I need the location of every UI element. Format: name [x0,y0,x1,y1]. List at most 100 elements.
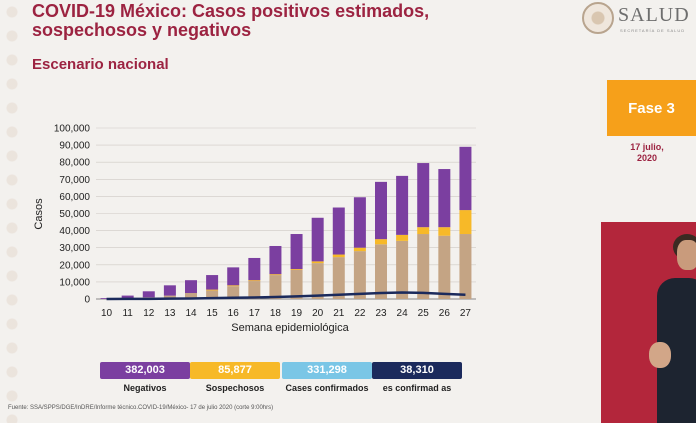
x-tick-label: 22 [354,308,366,319]
line-series [106,291,466,301]
chart-ticks: 0 10,000 20,000 30,000 40,000 50,000 60,000 70,… [54,124,472,320]
legend-swatch: 382,003 [100,362,190,379]
date-line-1: 17 julio, [630,142,664,152]
bar-negativos [417,163,430,228]
interpreter-head [677,240,696,270]
legend-swatch: 85,877 [190,362,280,379]
bar-cases-confirmados [417,234,430,299]
x-tick-label: 13 [164,308,176,319]
bar-cases-confirmados [396,240,409,299]
x-tick-label: 11 [122,308,133,319]
bar-negativos [269,245,282,275]
bar-cases-confirmados [290,269,303,299]
y-tick-label: 80,000 [59,158,90,169]
bar-cases-confirmados [163,295,176,299]
bar-sospechosos [375,239,387,245]
salud-logo: SALUD SECRETARÍA DE SALUD [580,2,696,36]
y-tick-label: 0 [84,295,90,306]
bar-negativos [121,295,134,299]
legend-label: Sospechosos [205,383,265,393]
bar-sospechosos [353,247,366,252]
chart-bars [100,146,472,299]
bar-negativos [206,275,219,290]
x-tick-label: 16 [228,308,240,319]
bar-sospechosos [206,289,219,291]
x-tick-label: 24 [397,308,409,319]
y-tick-label: 30,000 [59,243,90,254]
x-tick-label: 19 [291,308,303,319]
bar-cases-confirmados [438,235,451,299]
page-subtitle: Escenario nacional [32,56,169,73]
y-axis-label: Casos [33,198,45,230]
legend-item-line: 38,310 es confirmad as [372,362,462,393]
bar-negativos [142,291,155,298]
bar-sospechosos [311,261,324,264]
bar-sospechosos [417,227,430,235]
y-tick-label: 10,000 [59,277,90,288]
title-line-1: COVID-19 México: Casos positivos estimad… [32,1,430,21]
bar-cases-confirmados [459,234,472,299]
x-tick-label: 26 [439,308,451,319]
bar-cases-confirmados [206,290,219,299]
chart-line [106,291,466,301]
bar-sospechosos [396,234,409,241]
bar-negativos [459,146,472,211]
legend-swatch: 331,298 [282,362,372,379]
x-tick-label: 23 [375,308,387,319]
bar-negativos [163,285,176,296]
logo-text: SALUD [618,4,690,26]
bar-negativos [332,207,345,255]
bar-sospechosos [459,210,472,235]
bar-sospechosos [269,274,282,276]
phase-badge: Fase 3 [607,80,696,136]
bar-negativos [227,267,240,286]
legend-item-confirmados: 331,298 Cases confirmados [282,362,372,393]
x-axis-label: Semana epidemiológica [231,322,349,334]
date-line-2: 2020 [636,153,658,163]
bar-sospechosos [248,280,261,282]
x-tick-label: 17 [249,308,261,319]
legend-swatch: 38,310 [372,362,462,379]
y-tick-label: 100,000 [54,124,91,135]
bar-cases-confirmados [311,263,324,299]
bar-cases-confirmados [185,293,197,299]
report-date: 17 julio, 2020 [612,142,682,164]
y-tick-label: 40,000 [59,226,90,237]
interpreter-hand [649,342,671,368]
cases-chart: 0 10,000 20,000 30,000 40,000 50,000 60,000 70,… [33,124,476,334]
bar-negativos [438,169,451,228]
bar-cases-confirmados [269,275,282,299]
bar-negativos [290,234,303,270]
x-tick-label: 14 [185,308,197,319]
y-tick-label: 50,000 [59,209,90,220]
x-tick-label: 25 [418,308,430,319]
y-tick-label: 60,000 [59,192,90,203]
bar-negativos [353,197,366,248]
page-title: COVID-19 México: Casos positivos estimad… [32,2,429,40]
x-tick-label: 18 [270,308,282,319]
logo-subtext: SECRETARÍA DE SALUD [620,28,686,33]
legend-label: Negativos [123,383,167,393]
y-tick-label: 90,000 [59,141,90,152]
bar-cases-confirmados [332,257,345,299]
bar-negativos [185,280,197,294]
bar-negativos [311,217,324,262]
legend-item-sospechosos: 85,877 Sospechosos [190,362,280,393]
bar-sospechosos [332,254,345,258]
bar-negativos [396,175,409,235]
x-tick-label: 20 [312,308,324,319]
bar-sospechosos [438,227,451,236]
x-tick-label: 21 [333,308,345,319]
bar-negativos [375,181,387,240]
y-tick-label: 20,000 [59,260,90,271]
bar-cases-confirmados [375,244,387,299]
bar-negativos [248,257,261,281]
bar-cases-confirmados [248,281,261,299]
title-line-2: sospechosos y negativos [32,20,252,40]
seal-icon [582,2,614,34]
legend-item-negativos: 382,003 Negativos [100,362,190,393]
x-tick-label: 27 [460,308,472,319]
legend-label: es confirmad as [382,383,452,393]
source-footnote: Fuente: SSA/SPPS/DGE/InDRE/Informe técni… [8,405,274,411]
x-tick-label: 12 [143,308,155,319]
